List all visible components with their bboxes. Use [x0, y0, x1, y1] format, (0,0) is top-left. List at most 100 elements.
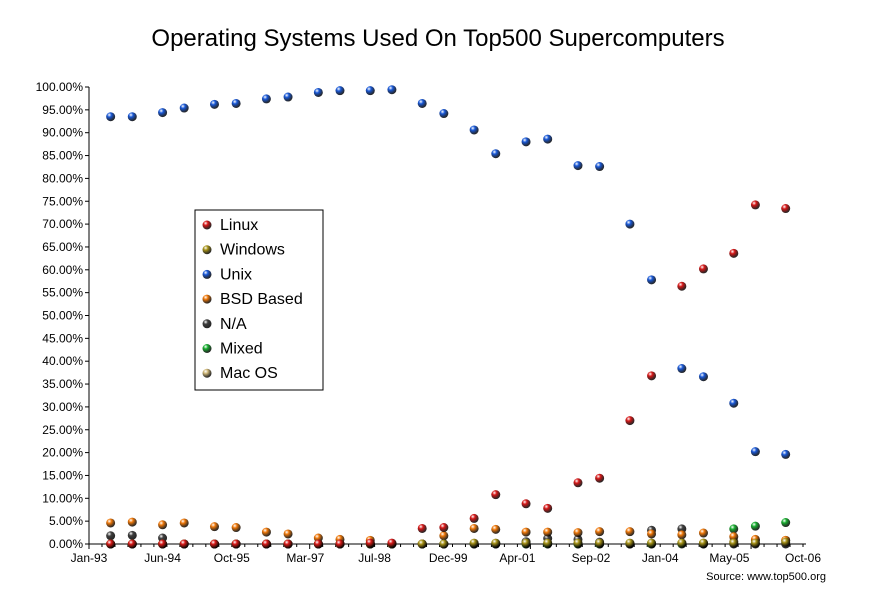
- y-tick-label: 30.00%: [42, 400, 83, 414]
- y-tick-label: 100.00%: [36, 80, 84, 94]
- point-unix: [127, 112, 137, 122]
- point-bsd-based: [127, 517, 137, 527]
- point-unix: [573, 161, 583, 171]
- point-linux: [313, 539, 323, 549]
- x-tick-label: Oct-06: [785, 551, 821, 565]
- y-tick-label: 60.00%: [42, 263, 83, 277]
- y-tick-label: 25.00%: [42, 423, 83, 437]
- x-tick-label: May-05: [709, 551, 749, 565]
- data-points: [106, 85, 791, 549]
- point-windows: [595, 538, 605, 548]
- point-linux: [573, 478, 583, 488]
- point-windows: [439, 539, 449, 549]
- point-unix: [750, 447, 760, 457]
- x-tick-label: Apr-01: [499, 551, 535, 565]
- point-bsd-based: [573, 528, 583, 538]
- point-linux: [521, 499, 531, 509]
- point-linux: [750, 200, 760, 210]
- point-unix: [729, 398, 739, 408]
- point-linux: [625, 416, 635, 426]
- point-unix: [439, 109, 449, 119]
- point-unix: [209, 99, 219, 109]
- point-linux: [543, 503, 553, 513]
- point-bsd-based: [158, 520, 168, 530]
- point-linux: [127, 539, 137, 549]
- point-unix: [781, 449, 791, 459]
- x-ticks: Jan-93 Jun-94 Oct-95 Mar-97 Jul-98 Dec-99 Apr-…: [71, 544, 821, 565]
- y-ticks: 0.00% 5.00% 10.00% 15.00% 20.00% 25.00% 30.00%…: [36, 80, 89, 551]
- point-windows: [698, 538, 708, 548]
- point-bsd-based: [469, 523, 479, 533]
- point-bsd-based: [595, 527, 605, 537]
- y-tick-label: 90.00%: [42, 126, 83, 140]
- y-tick-label: 80.00%: [42, 171, 83, 185]
- point-linux: [698, 264, 708, 274]
- point-n-a: [127, 530, 137, 540]
- legend-marker-linux: [202, 220, 212, 230]
- y-tick-label: 35.00%: [42, 377, 83, 391]
- x-tick-label: Jan-04: [642, 551, 679, 565]
- y-tick-label: 50.00%: [42, 309, 83, 323]
- point-bsd-based: [647, 529, 657, 539]
- x-tick-label: Mar-97: [286, 551, 324, 565]
- point-windows: [647, 538, 657, 548]
- point-unix: [625, 219, 635, 229]
- y-tick-label: 40.00%: [42, 354, 83, 368]
- x-tick-label: Jun-94: [144, 551, 181, 565]
- point-linux: [261, 539, 271, 549]
- x-tick-label: Sep-02: [572, 551, 611, 565]
- y-tick-label: 0.00%: [49, 537, 83, 551]
- point-bsd-based: [231, 523, 241, 533]
- point-windows: [750, 538, 760, 548]
- source-note: Source: www.top500.org: [706, 571, 826, 583]
- y-tick-label: 15.00%: [42, 468, 83, 482]
- point-unix: [283, 92, 293, 102]
- x-tick-label: Oct-95: [214, 551, 250, 565]
- y-tick-label: 75.00%: [42, 194, 83, 208]
- point-unix: [261, 94, 271, 104]
- point-unix: [595, 162, 605, 172]
- point-linux: [491, 490, 501, 500]
- point-linux: [283, 539, 293, 549]
- point-unix: [387, 85, 397, 95]
- point-linux: [729, 248, 739, 258]
- point-linux: [781, 204, 791, 214]
- point-linux: [677, 281, 687, 291]
- point-bsd-based: [209, 522, 219, 532]
- y-tick-label: 55.00%: [42, 286, 83, 300]
- point-linux: [106, 539, 116, 549]
- point-bsd-based: [283, 529, 293, 539]
- point-windows: [625, 538, 635, 548]
- point-bsd-based: [491, 524, 501, 534]
- chart-title: Operating Systems Used On Top500 Superco…: [151, 25, 724, 52]
- point-windows: [491, 538, 501, 548]
- point-linux: [647, 371, 657, 381]
- point-unix: [521, 137, 531, 147]
- y-tick-label: 20.00%: [42, 446, 83, 460]
- legend-marker-windows: [202, 245, 212, 255]
- point-bsd-based: [439, 531, 449, 541]
- y-tick-label: 5.00%: [49, 514, 83, 528]
- point-unix: [106, 112, 116, 122]
- legend-marker-mac-os: [202, 368, 212, 378]
- point-linux: [231, 539, 241, 549]
- y-tick-label: 95.00%: [42, 103, 83, 117]
- point-unix: [313, 87, 323, 97]
- legend-label-n-a: N/A: [220, 316, 247, 333]
- point-unix: [335, 86, 345, 96]
- point-windows: [521, 538, 531, 548]
- point-bsd-based: [677, 530, 687, 540]
- point-unix: [231, 98, 241, 108]
- point-linux: [365, 538, 375, 548]
- legend-marker-mixed: [202, 344, 212, 353]
- legend-marker-n-a: [202, 319, 212, 329]
- point-bsd-based: [729, 532, 739, 542]
- x-tick-label: Jul-98: [358, 551, 391, 565]
- x-tick-label: Dec-99: [429, 551, 468, 565]
- point-n-a: [106, 531, 116, 541]
- point-windows: [677, 538, 687, 548]
- point-windows: [781, 537, 791, 547]
- legend-label-unix: Unix: [220, 266, 252, 283]
- point-linux: [469, 513, 479, 523]
